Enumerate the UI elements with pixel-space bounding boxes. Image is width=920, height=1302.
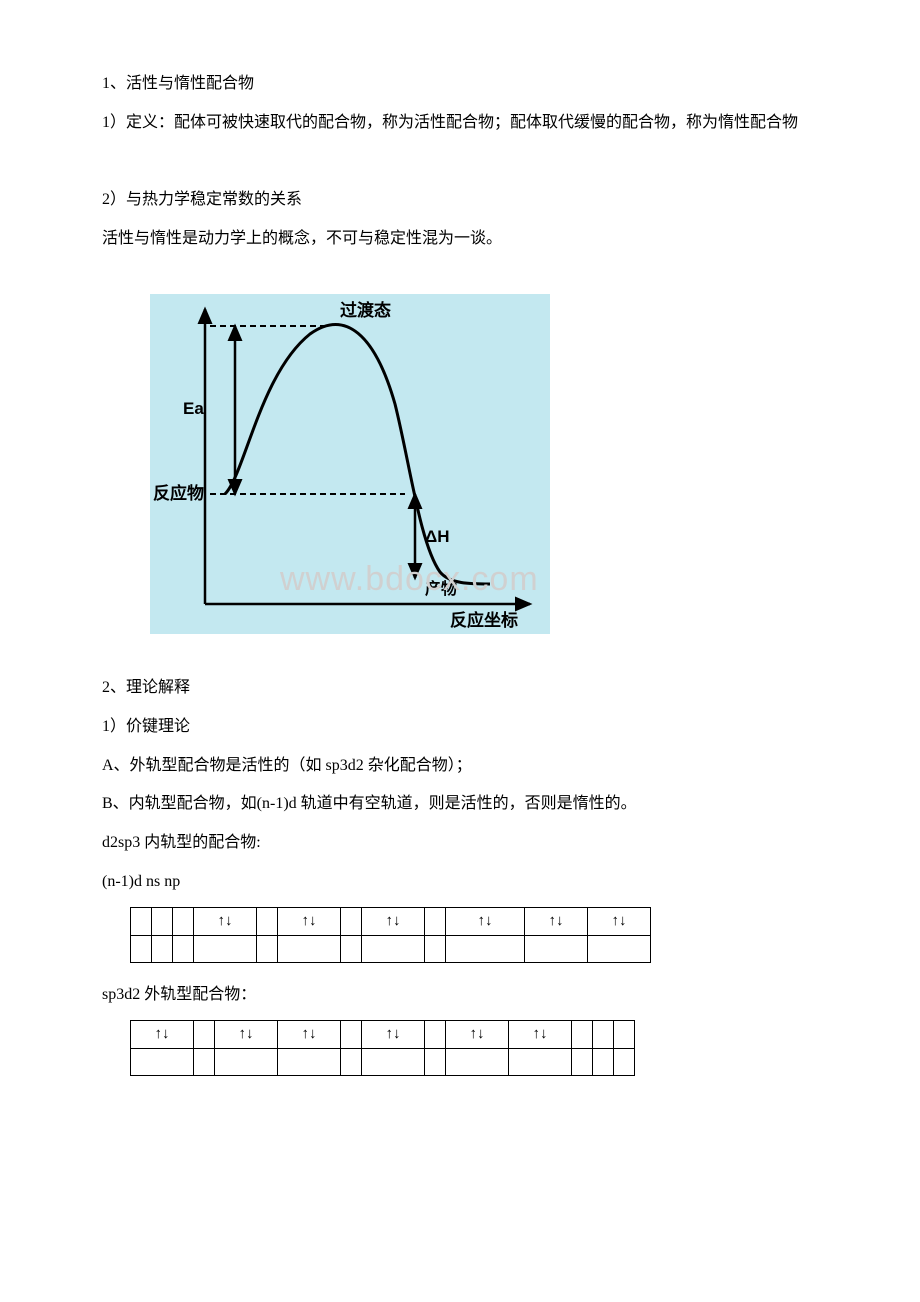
orbital-cell: ↑↓ — [362, 1020, 425, 1048]
orbital-cell — [194, 1048, 215, 1075]
para-2: 1）定义：配体可被快速取代的配合物，称为活性配合物；配体取代缓慢的配合物，称为惰… — [70, 109, 850, 138]
orbital-cell — [425, 1020, 446, 1048]
orbital-cell: ↑↓ — [278, 1020, 341, 1048]
energy-diagram: www.bdocx.com 过渡态Ea反应物ΔH产物反应坐标 — [150, 294, 850, 634]
orbital-cell — [341, 1020, 362, 1048]
para-11: sp3d2 外轨型配合物： — [70, 981, 850, 1010]
orbital-cell: ↑↓ — [509, 1020, 572, 1048]
orbital-cell: ↑↓ — [131, 1020, 194, 1048]
orbital-cell: ↑↓ — [588, 907, 651, 935]
orbital-cell — [425, 1048, 446, 1075]
orbital-cell — [425, 935, 446, 962]
orbital-cell — [572, 1020, 593, 1048]
orbital-cell: ↑↓ — [525, 907, 588, 935]
orbital-cell — [341, 907, 362, 935]
orbital-cell — [593, 1020, 614, 1048]
watermark-text: www.bdocx.com — [280, 549, 539, 610]
para-7: A、外轨型配合物是活性的（如 sp3d2 杂化配合物）； — [70, 752, 850, 781]
orbital-cell — [509, 1048, 572, 1075]
orbital-cell — [362, 1048, 425, 1075]
orbital-cell — [215, 1048, 278, 1075]
orbital-cell — [152, 907, 173, 935]
orbital-cell — [257, 935, 278, 962]
orbital-cell — [362, 935, 425, 962]
orbital-cell: ↑↓ — [278, 907, 341, 935]
svg-text:反应坐标: 反应坐标 — [450, 610, 518, 630]
orbital-cell — [572, 1048, 593, 1075]
orbital-cell — [525, 935, 588, 962]
svg-text:ΔH: ΔH — [425, 527, 450, 546]
orbital-cell — [593, 1048, 614, 1075]
orbital-cell — [257, 907, 278, 935]
orbital-cell — [614, 1048, 635, 1075]
svg-text:过渡态: 过渡态 — [340, 300, 391, 320]
para-8: B、内轨型配合物，如(n-1)d 轨道中有空轨道，则是活性的，否则是惰性的。 — [70, 790, 850, 819]
orbital-cell: ↑↓ — [194, 907, 257, 935]
orbital-cell — [588, 935, 651, 962]
para-9: d2sp3 内轨型的配合物: — [70, 829, 850, 858]
para-1: 1、活性与惰性配合物 — [70, 70, 850, 99]
orbital-cell — [425, 907, 446, 935]
orbital-cell: ↑↓ — [215, 1020, 278, 1048]
para-10: (n-1)d ns np — [70, 868, 850, 897]
orbital-cell — [194, 935, 257, 962]
orbital-cell — [131, 1048, 194, 1075]
orbital-cell — [194, 1020, 215, 1048]
orbital-cell — [341, 935, 362, 962]
orbital-cell — [446, 1048, 509, 1075]
orbital-cell — [173, 935, 194, 962]
orbital-cell — [278, 935, 341, 962]
para-3: 2）与热力学稳定常数的关系 — [70, 186, 850, 215]
orbital-table-1: ↑↓↑↓↑↓↑↓↑↓↑↓ — [130, 907, 651, 963]
svg-text:Ea: Ea — [183, 399, 204, 418]
orbital-cell: ↑↓ — [446, 1020, 509, 1048]
orbital-cell: ↑↓ — [446, 907, 525, 935]
orbital-cell — [173, 907, 194, 935]
orbital-cell — [131, 907, 152, 935]
orbital-table-2: ↑↓↑↓↑↓↑↓↑↓↑↓ — [130, 1020, 635, 1076]
orbital-cell — [614, 1020, 635, 1048]
orbital-cell — [341, 1048, 362, 1075]
para-5: 2、理论解释 — [70, 674, 850, 703]
orbital-cell — [131, 935, 152, 962]
orbital-cell — [278, 1048, 341, 1075]
orbital-cell — [446, 935, 525, 962]
para-4: 活性与惰性是动力学上的概念，不可与稳定性混为一谈。 — [70, 225, 850, 254]
para-6: 1）价键理论 — [70, 713, 850, 742]
orbital-cell: ↑↓ — [362, 907, 425, 935]
svg-text:反应物: 反应物 — [153, 483, 204, 503]
orbital-cell — [152, 935, 173, 962]
